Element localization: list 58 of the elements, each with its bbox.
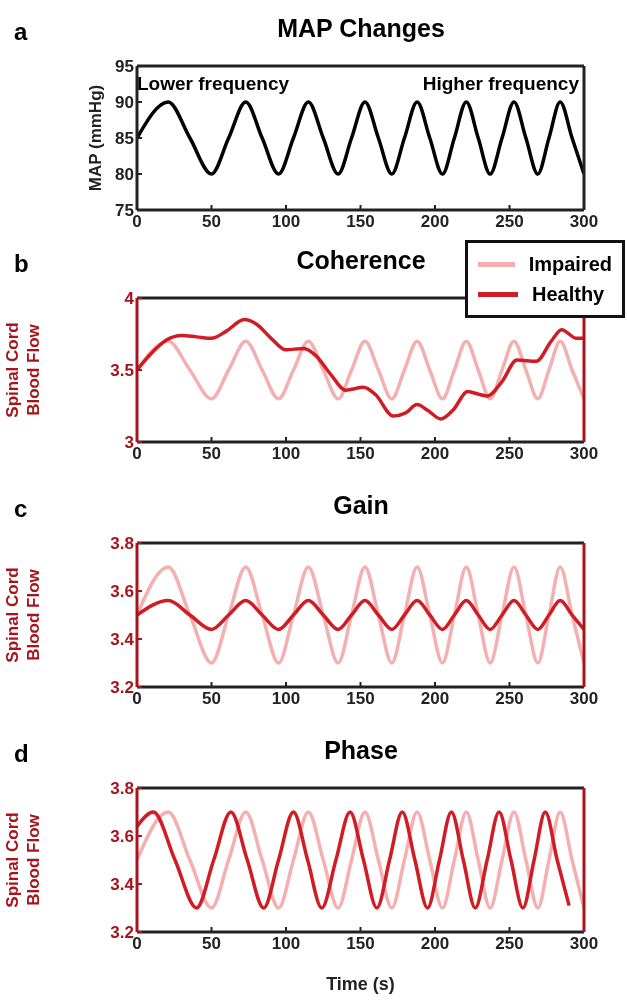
x-tick-label: 250 (495, 444, 524, 464)
x-tick-label: 50 (202, 212, 221, 232)
chart-title: Phase (324, 736, 398, 764)
x-tick-label: 250 (495, 934, 524, 954)
annotation: Lower frequency (137, 73, 290, 95)
text: b (14, 250, 29, 278)
y-tick-label: 75 (115, 201, 134, 221)
chart-title: Gain (333, 491, 389, 519)
y-tick-label: 3.6 (110, 827, 134, 847)
x-tick-label: 200 (420, 689, 450, 709)
y-tick-label: 3.6 (110, 582, 134, 602)
y-axis-title: Spinal Cord Blood Flow (3, 567, 43, 663)
y-tick-label: 3.2 (110, 923, 134, 943)
y-tick-label: 80 (115, 165, 134, 185)
x-tick-label: 50 (202, 689, 221, 709)
x-tick-label: 300 (569, 934, 599, 954)
x-tick-label: 300 (569, 444, 599, 464)
x-tick-label: 100 (271, 934, 301, 954)
y-tick-label: 3 (124, 433, 134, 453)
x-tick-label: 150 (346, 689, 375, 709)
y-tick-label: 95 (115, 57, 134, 77)
x-tick-label: 100 (271, 689, 301, 709)
legend-label: Healthy (532, 282, 605, 306)
y-axis-title: Spinal Cord Blood Flow (3, 812, 43, 908)
x-tick-label: 200 (420, 934, 450, 954)
x-tick-label: 150 (346, 444, 375, 464)
annotation: Higher frequency (422, 73, 579, 95)
x-tick-label: 100 (271, 212, 301, 232)
x-axis-title: Time (s) (326, 974, 395, 994)
x-tick-label: 250 (495, 689, 524, 709)
y-tick-label: 3.4 (110, 630, 135, 650)
y-tick-label: 3.4 (110, 875, 135, 895)
legend-label: Impaired (528, 252, 612, 276)
line-series (137, 317, 584, 421)
y-tick-label: 3.8 (110, 779, 134, 799)
x-tick-label: 200 (420, 212, 450, 232)
x-tick-label: 50 (202, 444, 221, 464)
x-tick-label: 100 (271, 444, 301, 464)
x-tick-label: 150 (346, 212, 375, 232)
y-axis-title: Spinal Cord Blood Flow (3, 322, 43, 418)
x-tick-label: 150 (346, 934, 375, 954)
x-tick-label: 300 (569, 689, 599, 709)
text: c (14, 495, 28, 523)
x-tick-label: 250 (495, 212, 524, 232)
y-tick-label: 3.8 (110, 534, 134, 554)
chart-title: MAP Changes (277, 14, 445, 42)
x-tick-label: 300 (569, 212, 599, 232)
text: a (14, 18, 28, 46)
y-tick-label: 90 (115, 93, 134, 113)
y-axis-title: MAP (mmHg) (86, 84, 105, 192)
y-tick-label: 85 (115, 129, 134, 149)
x-tick-label: 50 (202, 934, 221, 954)
x-tick-label: 200 (420, 444, 450, 464)
chart-title: Coherence (296, 246, 426, 274)
text: d (14, 740, 29, 768)
y-tick-label: 4 (124, 289, 135, 309)
y-tick-label: 3.5 (110, 361, 134, 381)
y-tick-label: 3.2 (110, 678, 134, 698)
